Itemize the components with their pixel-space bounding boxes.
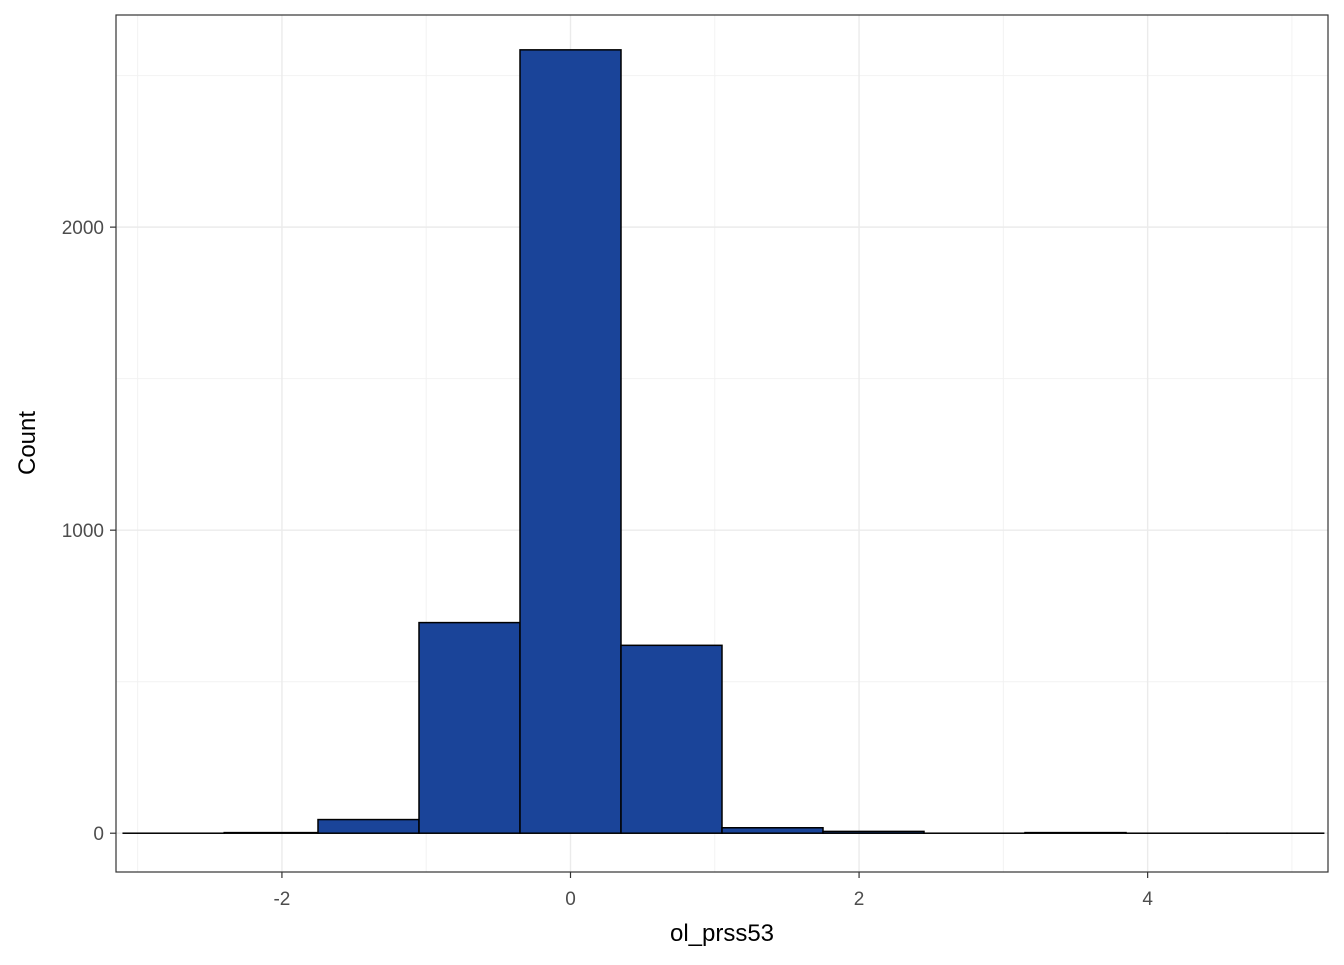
x-tick-label: 4 — [1142, 889, 1153, 910]
y-tick-label: 0 — [93, 824, 104, 845]
x-tick-label: -2 — [273, 889, 290, 910]
y-axis-title: Count — [14, 411, 41, 475]
histogram-bar — [224, 833, 318, 834]
histogram-bar — [520, 50, 621, 833]
histogram-bar — [621, 645, 722, 833]
x-tick-label: 2 — [854, 889, 865, 910]
x-axis-title: ol_prss53 — [670, 920, 774, 947]
x-tick-label: 0 — [565, 889, 576, 910]
histogram-bar — [419, 623, 520, 834]
histogram-bar — [1025, 833, 1126, 834]
y-tick-label: 1000 — [62, 521, 104, 542]
histogram-bar — [318, 820, 419, 834]
y-tick-label: 2000 — [62, 218, 104, 239]
histogram-bar — [823, 831, 924, 833]
histogram-bar — [722, 828, 823, 833]
